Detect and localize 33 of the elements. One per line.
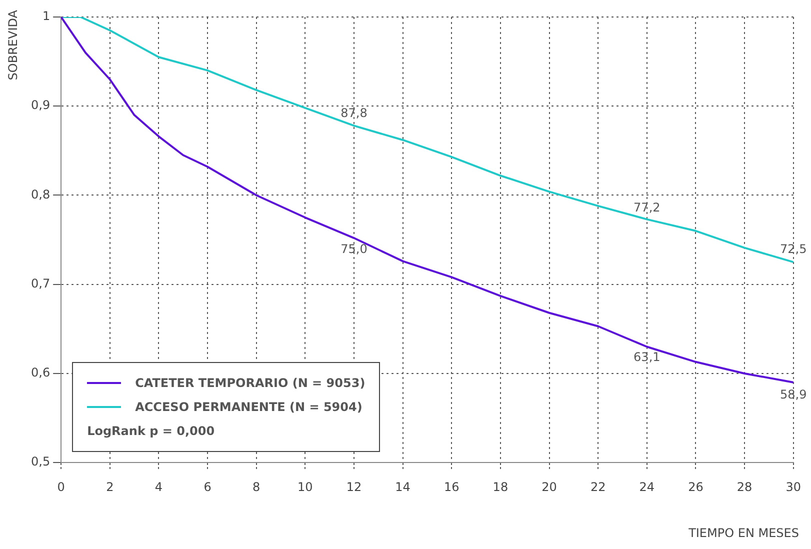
y-tick-label: 0,5: [30, 454, 50, 469]
annotation: 72,5: [780, 242, 807, 256]
annotation: LogRank p = 0,000: [87, 422, 216, 440]
annotation: 63,1: [634, 350, 660, 364]
x-tick-label: 18: [492, 480, 508, 494]
x-tick-label: 10: [298, 480, 313, 494]
x-tick-label: 20: [542, 480, 557, 494]
x-tick-label: 8: [252, 480, 260, 494]
x-tick-label: 24: [639, 480, 655, 494]
x-tick-label: 14: [395, 480, 410, 494]
y-tick-label: 0,6: [30, 366, 50, 380]
x-tick-label: 30: [786, 480, 802, 494]
x-tick-label: 22: [590, 480, 606, 494]
x-tick-label: 6: [204, 480, 212, 494]
y-tick-label: 1: [42, 9, 50, 24]
legend-label: CATETER TEMPORARIO (N = 9053): [135, 376, 366, 390]
annotation: 77,2: [634, 200, 660, 214]
x-tick-label: 2: [106, 480, 114, 494]
x-tick-label: 12: [346, 480, 362, 494]
x-tick-label: 26: [688, 480, 704, 494]
x-tick-label: 0: [57, 480, 65, 494]
y-tick-label: 0,7: [30, 276, 50, 290]
x-tick-label: 4: [154, 480, 163, 494]
x-axis-title: TIEMPO EN MESES: [688, 526, 799, 540]
y-tick-label: 0,9: [30, 98, 50, 112]
x-tick-label: 28: [736, 480, 752, 494]
annotation: 87,8: [340, 106, 368, 120]
annotation: 75,0: [340, 242, 368, 256]
x-tick-label: 16: [444, 480, 460, 494]
legend-label: ACCESO PERMANENTE (N = 5904): [135, 400, 362, 414]
y-axis-title: SOBREVIDA: [6, 10, 20, 80]
y-tick-label: 0,8: [30, 187, 50, 202]
annotation: 58,9: [780, 387, 807, 402]
